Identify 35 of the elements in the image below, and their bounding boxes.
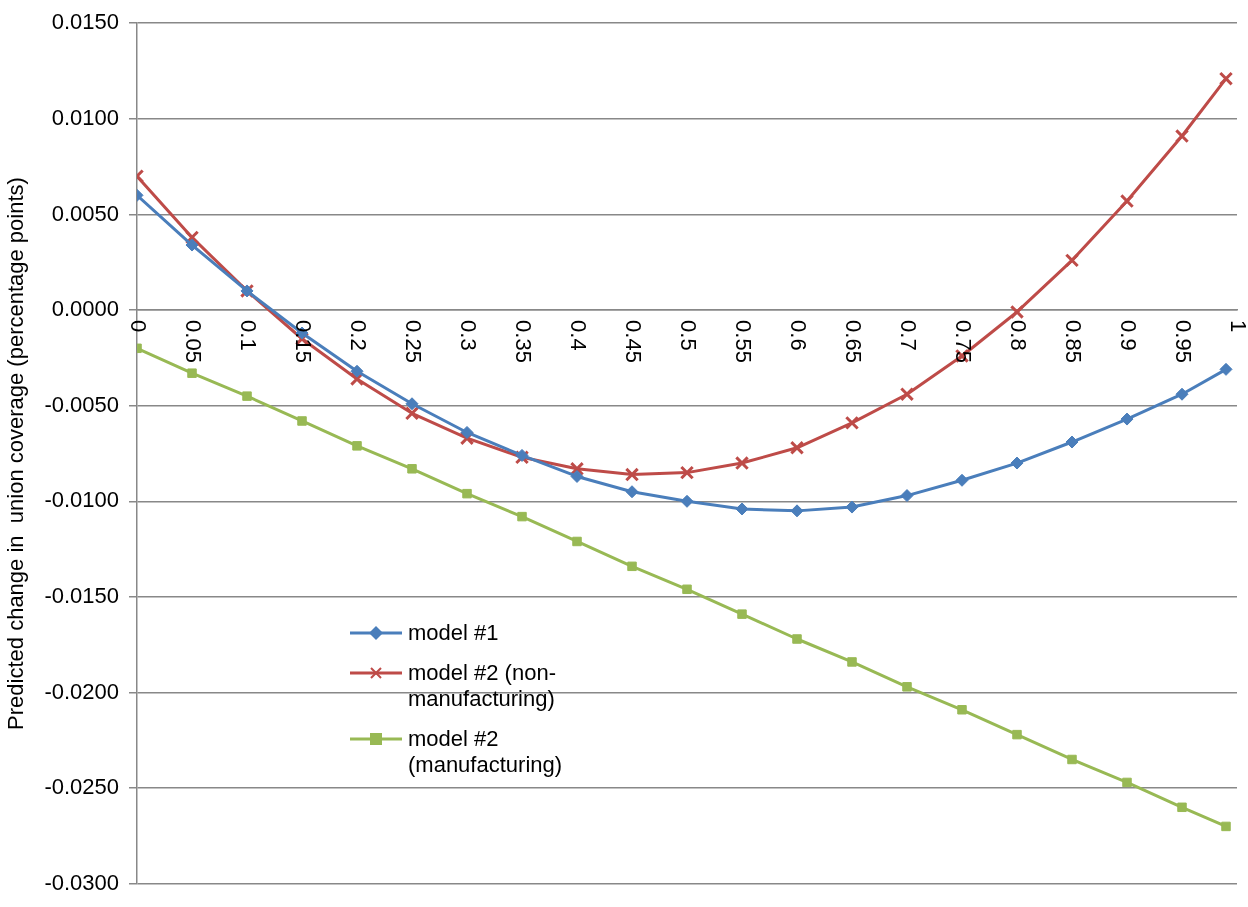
y-tick-label: 0.0000	[51, 296, 120, 322]
x-tick-label: 0.5	[675, 320, 701, 351]
y-axis-title: Predicted change in union coverage (percentage points)	[3, 177, 29, 730]
x-tick-label: 0.6	[785, 320, 811, 351]
y-tick-label: 0.0050	[51, 200, 120, 226]
x-tick-label: 0.4	[565, 320, 591, 351]
x-tick-label: 0.45	[620, 320, 646, 363]
x-tick-label: 0.8	[1005, 320, 1031, 351]
x-tick-label: 0.15	[290, 320, 316, 363]
y-tick-label: -0.0050	[44, 391, 120, 417]
x-tick-label: 0.75	[950, 320, 976, 363]
x-tick-label: 0.05	[180, 320, 206, 363]
y-tick-label: -0.0200	[44, 678, 120, 704]
y-tick-label: -0.0250	[44, 774, 120, 800]
x-tick-label: 0.25	[400, 320, 426, 363]
x-tick-label: 0.65	[840, 320, 866, 363]
y-tick-label: -0.0300	[44, 869, 120, 895]
legend-label: model #1	[408, 620, 500, 646]
x-tick-label: 1	[1225, 320, 1248, 333]
x-tick-label: 0.55	[730, 320, 756, 363]
y-tick-label: -0.0150	[44, 583, 120, 608]
x-tick-label: 0.7	[895, 320, 921, 351]
x-tick-label: 0	[125, 320, 151, 333]
x-tick-label: 0.35	[510, 320, 536, 363]
x-tick-label: 0.1	[235, 320, 261, 351]
y-tick-label: 0.0150	[51, 9, 120, 35]
x-tick-label: 0.2	[345, 320, 371, 351]
y-tick-label: 0.0100	[51, 104, 120, 130]
legend-label: model #2 (non-manufacturing)	[408, 660, 557, 712]
y-tick-label: -0.0100	[44, 487, 120, 513]
x-tick-label: 0.95	[1170, 320, 1196, 363]
legend-label: model #2 (manufacturing)	[408, 726, 564, 778]
x-tick-label: 0.9	[1115, 320, 1141, 351]
x-tick-label: 0.85	[1060, 320, 1086, 363]
x-tick-label: 0.3	[455, 320, 481, 351]
